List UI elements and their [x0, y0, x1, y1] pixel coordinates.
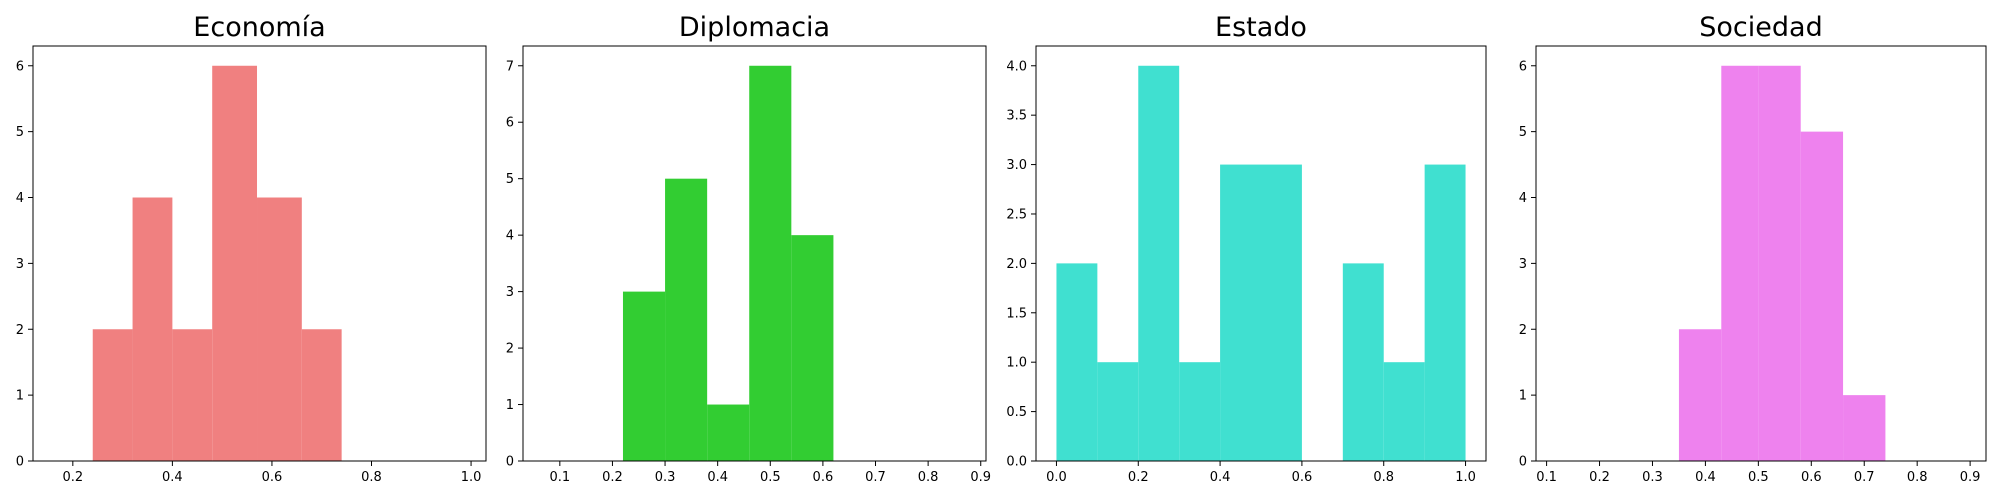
x-tick-label: 0.2 [1128, 470, 1149, 485]
x-tick-label: 0.8 [1373, 470, 1394, 485]
axes-frame [1035, 45, 1487, 462]
x-tick-label: 1.0 [461, 470, 482, 485]
y-tick-label: 0.5 [1006, 405, 1027, 420]
histogram-bar [1261, 164, 1302, 462]
y-tick-label: 5 [1519, 125, 1527, 140]
x-tick-label: 0.8 [918, 470, 939, 485]
x-tick-label: 0.6 [1292, 470, 1313, 485]
x-tick-label: 0.6 [813, 470, 834, 485]
histogram-bar [707, 404, 750, 461]
y-tick-label: 1.5 [1006, 306, 1027, 321]
x-tick-label: 0.7 [865, 470, 886, 485]
histogram-bar [1424, 164, 1466, 462]
histogram-bar [1097, 362, 1139, 461]
histogram-bar [1056, 263, 1098, 461]
chart-title: Sociedad [1699, 12, 1822, 43]
x-tick-label: 0.8 [1907, 470, 1928, 485]
histogram-bar [132, 197, 173, 461]
y-tick-label: 3 [506, 285, 514, 300]
y-tick-label: 4 [1519, 191, 1527, 206]
axes-frame [32, 45, 487, 462]
x-tick-label: 0.4 [1695, 470, 1716, 485]
histogram-bar [1342, 263, 1384, 461]
y-tick-label: 4.0 [1006, 59, 1027, 74]
y-tick-label: 3 [1519, 257, 1527, 272]
x-tick-label: 0.0 [1046, 470, 1067, 485]
histogram-bar [1179, 362, 1221, 461]
histogram-bar [749, 65, 792, 461]
y-tick-label: 6 [16, 59, 24, 74]
x-tick-label: 1.0 [1455, 470, 1476, 485]
histogram-bar [92, 329, 133, 461]
y-tick-label: 0 [506, 455, 514, 470]
x-tick-label: 0.6 [1801, 470, 1822, 485]
x-tick-label: 0.2 [1589, 470, 1610, 485]
x-tick-label: 0.2 [62, 470, 83, 485]
y-tick-label: 2 [1519, 323, 1527, 338]
y-tick-label: 6 [506, 116, 514, 131]
y-tick-label: 1 [506, 398, 514, 413]
x-tick-label: 0.4 [1210, 470, 1231, 485]
x-tick-label: 0.7 [1854, 470, 1875, 485]
y-tick-label: 2 [506, 342, 514, 357]
x-tick-label: 0.6 [262, 470, 283, 485]
subplot-1: 0.2 0.4 0.6 0.8 1.0 0 1 2 3 4 5 6 Economía [16, 12, 487, 485]
histogram-bar [1758, 65, 1801, 461]
y-tick-label: 5 [16, 125, 24, 140]
histogram-bar [172, 329, 213, 461]
chart-title: Diplomacia [679, 12, 830, 43]
histogram-bar [1138, 65, 1180, 461]
x-tick-label: 0.5 [1748, 470, 1769, 485]
histogram-bar [301, 329, 342, 461]
x-tick-label: 0.4 [707, 470, 728, 485]
histogram-bar [665, 178, 708, 461]
y-tick-label: 4 [506, 229, 514, 244]
histogram-bar [1678, 329, 1722, 461]
x-tick-label: 0.9 [1960, 470, 1981, 485]
histogram-bar [1220, 164, 1261, 462]
histogram-bar [257, 197, 302, 461]
y-tick-label: 2 [16, 323, 24, 338]
histogram-bar [212, 65, 258, 461]
subplot-2: 0.1 0.2 0.3 0.4 0.5 0.6 0.7 0.8 0.9 0 1 2 3 4 5 6 7 Diplo… [506, 12, 991, 485]
histogram-bar [622, 291, 666, 461]
y-tick-label: 3.0 [1006, 158, 1027, 173]
x-tick-label: 0.4 [162, 470, 183, 485]
chart-title: Economía [193, 12, 325, 43]
y-tick-label: 1 [1519, 389, 1527, 404]
histogram-bar [1843, 395, 1886, 461]
y-tick-label: 5 [506, 172, 514, 187]
y-tick-label: 1.0 [1006, 356, 1027, 371]
histogram-bar [791, 235, 834, 461]
histogram-bar [1800, 131, 1844, 461]
y-tick-label: 4 [16, 191, 24, 206]
x-tick-label: 0.1 [549, 470, 570, 485]
x-tick-label: 0.1 [1536, 470, 1557, 485]
histogram-bar [1721, 65, 1759, 461]
x-tick-label: 0.3 [1642, 470, 1663, 485]
y-tick-label: 3.5 [1006, 109, 1027, 124]
subplot-3: 0.0 0.2 0.4 0.6 0.8 1.0 0.0 0.5 1.0 1.5 2.0 2.5 3.0 3… [1006, 12, 1487, 485]
y-tick-label: 7 [506, 59, 514, 74]
subplot-4: 0.1 0.2 0.3 0.4 0.5 0.6 0.7 0.8 0.9 0 1 2 3 4 5 6 Socied… [1519, 12, 1987, 485]
x-tick-label: 0.3 [655, 470, 676, 485]
y-tick-label: 0.0 [1006, 455, 1027, 470]
y-tick-label: 0 [1519, 455, 1527, 470]
y-tick-label: 0 [16, 455, 24, 470]
x-tick-label: 0.9 [970, 470, 991, 485]
x-tick-label: 0.8 [361, 470, 382, 485]
chart-title: Estado [1215, 12, 1307, 43]
x-tick-label: 0.2 [602, 470, 623, 485]
y-tick-label: 3 [16, 257, 24, 272]
axes-frame [522, 45, 987, 462]
x-tick-label: 0.5 [760, 470, 781, 485]
y-tick-label: 6 [1519, 59, 1527, 74]
y-tick-label: 2.0 [1006, 257, 1027, 272]
histogram-bar [1383, 362, 1425, 461]
axes-frame [1535, 45, 1987, 462]
y-tick-label: 1 [16, 389, 24, 404]
y-tick-label: 2.5 [1006, 207, 1027, 222]
